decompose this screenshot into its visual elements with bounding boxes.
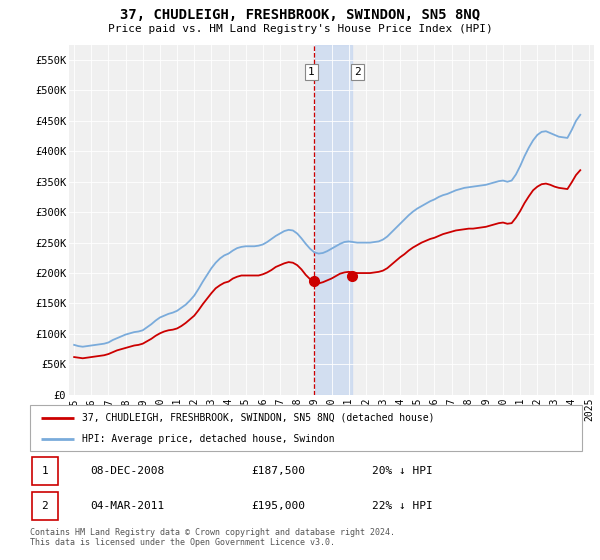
Text: 22% ↓ HPI: 22% ↓ HPI xyxy=(372,501,433,511)
Text: £195,000: £195,000 xyxy=(251,501,305,511)
Text: HPI: Average price, detached house, Swindon: HPI: Average price, detached house, Swin… xyxy=(82,435,335,444)
Text: Price paid vs. HM Land Registry's House Price Index (HPI): Price paid vs. HM Land Registry's House … xyxy=(107,24,493,34)
Text: Contains HM Land Registry data © Crown copyright and database right 2024.
This d: Contains HM Land Registry data © Crown c… xyxy=(30,528,395,547)
Text: 37, CHUDLEIGH, FRESHBROOK, SWINDON, SN5 8NQ: 37, CHUDLEIGH, FRESHBROOK, SWINDON, SN5 … xyxy=(120,8,480,22)
Text: 1: 1 xyxy=(41,466,48,475)
Bar xyxy=(32,457,58,484)
Text: 20% ↓ HPI: 20% ↓ HPI xyxy=(372,466,433,475)
Text: 1: 1 xyxy=(308,67,315,77)
Bar xyxy=(32,492,58,520)
Text: 37, CHUDLEIGH, FRESHBROOK, SWINDON, SN5 8NQ (detached house): 37, CHUDLEIGH, FRESHBROOK, SWINDON, SN5 … xyxy=(82,413,435,423)
Text: £187,500: £187,500 xyxy=(251,466,305,475)
Bar xyxy=(314,45,352,395)
Text: 2: 2 xyxy=(354,67,361,77)
Text: 04-MAR-2011: 04-MAR-2011 xyxy=(91,501,165,511)
Text: 08-DEC-2008: 08-DEC-2008 xyxy=(91,466,165,475)
Text: 2: 2 xyxy=(41,501,48,511)
